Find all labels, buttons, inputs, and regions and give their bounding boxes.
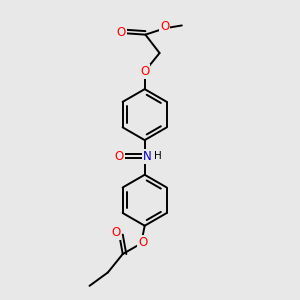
Text: O: O bbox=[111, 226, 120, 239]
Text: O: O bbox=[117, 26, 126, 39]
Text: O: O bbox=[138, 236, 148, 249]
Text: H: H bbox=[154, 152, 162, 161]
Text: O: O bbox=[140, 65, 149, 78]
Text: O: O bbox=[115, 150, 124, 163]
Text: N: N bbox=[143, 150, 152, 163]
Text: O: O bbox=[160, 20, 170, 33]
